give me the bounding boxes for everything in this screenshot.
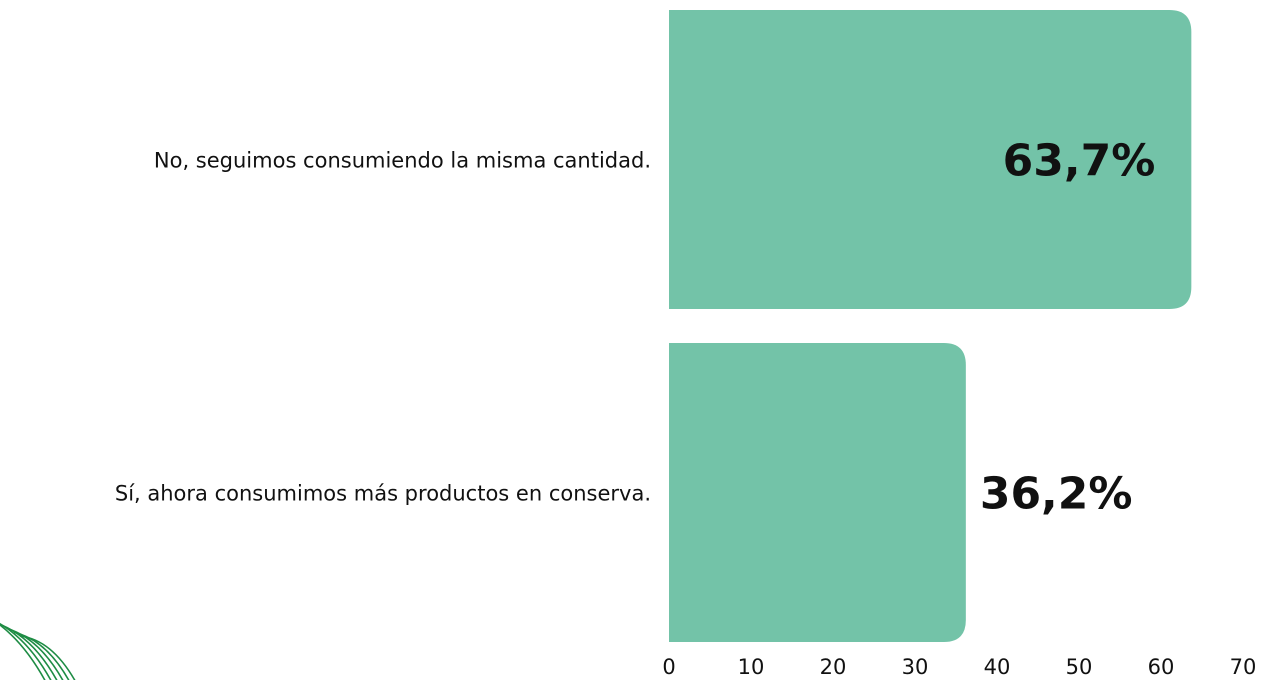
value-label-1: 63,7% (1003, 136, 1156, 187)
bar-1 (669, 10, 1192, 309)
decorative-swoosh-lines (0, 622, 76, 680)
decorative-line-6 (19, 635, 76, 680)
bars-group (669, 10, 1192, 642)
x-tick-label-70: 70 (1230, 655, 1257, 679)
value-label-2: 36,2% (980, 469, 1133, 520)
x-tick-label-30: 30 (902, 655, 929, 679)
bar-2 (669, 343, 966, 642)
value-labels-group: 63,7% 36,2% (980, 136, 1155, 520)
x-axis-ticks-group: 0 10 20 30 40 50 60 70 (662, 655, 1256, 679)
category-labels-group: No, seguimos consumiendo la misma cantid… (115, 149, 651, 506)
x-tick-label-60: 60 (1148, 655, 1175, 679)
decorative-line-5 (13, 631, 70, 680)
x-tick-label-40: 40 (984, 655, 1011, 679)
category-label-2: Sí, ahora consumimos más productos en co… (115, 482, 651, 506)
x-tick-label-20: 20 (820, 655, 847, 679)
decorative-line-1 (0, 624, 46, 680)
category-label-1: No, seguimos consumiendo la misma cantid… (154, 149, 651, 173)
x-tick-label-10: 10 (738, 655, 765, 679)
x-tick-label-50: 50 (1066, 655, 1093, 679)
x-tick-label-0: 0 (662, 655, 675, 679)
decorative-line-4 (7, 628, 64, 680)
